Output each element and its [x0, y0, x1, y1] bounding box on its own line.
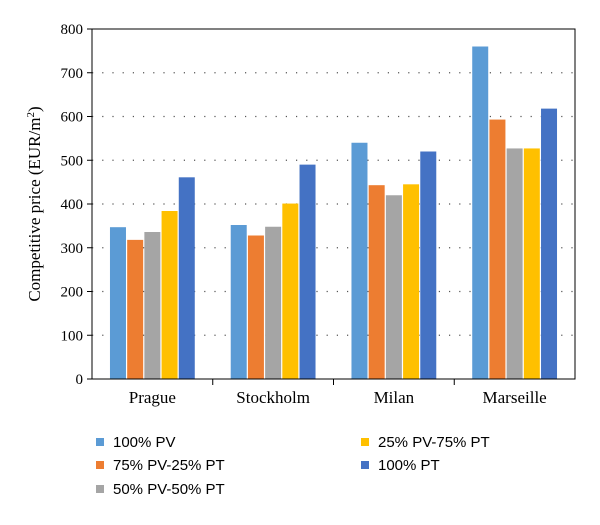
bar-stockholm-series-3 [282, 203, 299, 379]
legend-swatch [361, 461, 369, 469]
legend-swatch [96, 485, 104, 493]
bar-marseille-series-2 [506, 148, 523, 379]
bar-milan-series-1 [368, 185, 385, 379]
svg-text:Competitive price (EUR/m2): Competitive price (EUR/m2) [25, 106, 44, 301]
bar-prague-series-4 [178, 177, 195, 379]
legend-swatch [96, 461, 104, 469]
y-tick-label: 600 [61, 110, 84, 126]
y-tick-label: 500 [61, 153, 84, 169]
legend-label: 25% PV-75% PT [378, 434, 490, 451]
y-tick-label: 0 [76, 372, 84, 388]
legend-item: 25% PV-75% PT [361, 434, 490, 451]
legend-swatch [361, 438, 369, 446]
bar-prague-series-3 [161, 211, 178, 379]
legend-item: 100% PT [361, 457, 440, 474]
bar-milan-series-4 [420, 151, 437, 379]
bar-prague-series-0 [109, 227, 126, 379]
legend-item: 75% PV-25% PT [96, 457, 225, 474]
bar-milan-series-0 [351, 142, 368, 379]
y-tick-label: 200 [61, 285, 84, 301]
y-axis-title: Competitive price (EUR/m2) [25, 106, 44, 301]
bar-prague-series-2 [144, 232, 161, 379]
y-tick-label: 700 [61, 66, 84, 82]
bar-milan-series-3 [403, 184, 420, 379]
bar-stockholm-series-1 [247, 235, 264, 379]
category-labels: Prague Stockholm Milan Marseille [129, 379, 547, 407]
category-label: Milan [374, 388, 415, 407]
plot-frame [91, 28, 576, 380]
legend-item: 100% PV [96, 434, 176, 451]
y-tick-label: 400 [61, 197, 84, 213]
legend-label: 75% PV-25% PT [113, 457, 225, 474]
y-tick-label: 100 [61, 328, 84, 344]
legend-label: 50% PV-50% PT [113, 481, 225, 498]
bar-prague-series-1 [127, 239, 144, 379]
category-label: Stockholm [236, 388, 310, 407]
bars [109, 46, 558, 379]
y-tick-label: 800 [61, 22, 84, 38]
legend-item: 50% PV-50% PT [96, 481, 225, 498]
y-axis-title-main: Competitive price (EUR/m [25, 118, 44, 302]
y-axis-title-close: ) [25, 106, 44, 112]
legend-label: 100% PV [113, 434, 176, 451]
y-axis-title-sup: 2 [25, 112, 37, 118]
bar-marseille-series-4 [541, 108, 558, 379]
bar-milan-series-2 [385, 195, 402, 379]
bar-stockholm-series-2 [265, 226, 282, 379]
category-label: Marseille [483, 388, 547, 407]
y-tick-label: 300 [61, 241, 84, 257]
y-tick-labels: 0 100 200 300 400 500 600 700 800 [61, 22, 92, 388]
bar-stockholm-series-4 [299, 164, 316, 379]
bar-marseille-series-1 [489, 119, 506, 379]
legend-swatch [96, 438, 104, 446]
category-label: Prague [129, 388, 176, 407]
bar-stockholm-series-0 [230, 225, 247, 379]
bar-marseille-series-0 [472, 46, 489, 379]
bar-marseille-series-3 [523, 148, 540, 379]
legend: 100% PV 75% PV-25% PT 50% PV-50% PT 25% PV-… [96, 434, 490, 498]
legend-label: 100% PT [378, 457, 440, 474]
